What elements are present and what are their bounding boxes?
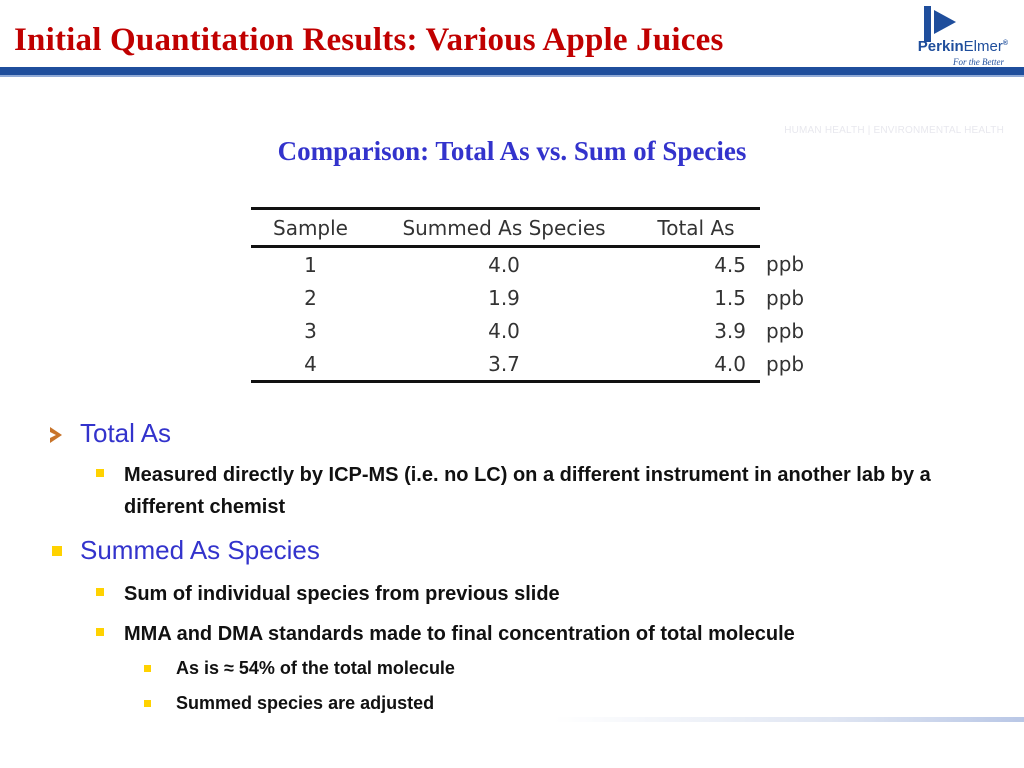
footer-accent-line: [554, 717, 1024, 722]
table-header-row: Sample Summed As Species Total As: [251, 207, 814, 248]
table-row: 3 4.0 3.9 ppb: [251, 314, 814, 347]
header-tagline: HUMAN HEALTH | ENVIRONMENTAL HEALTH: [784, 125, 1004, 136]
table-row: 4 3.7 4.0 ppb: [251, 347, 814, 383]
logo-wordmark: PerkinElmer®: [917, 38, 1008, 55]
cell-unit: ppb: [766, 285, 805, 310]
bullet-summed-detail-2: MMA and DMA standards made to final conc…: [50, 618, 954, 650]
bullet-summed-species: Summed As Species: [50, 535, 990, 566]
cell-unit: ppb: [766, 352, 805, 377]
square-bullet-icon: [144, 700, 151, 707]
square-bullet-icon: [96, 628, 104, 636]
square-bullet-icon: [96, 588, 104, 596]
cell-unit: ppb: [766, 251, 805, 276]
cell-summed: 3.7: [370, 347, 638, 383]
slide-title: Initial Quantitation Results: Various Ap…: [14, 22, 724, 58]
bullet-total-as: Total As: [50, 418, 990, 449]
title-divider-bar: [0, 67, 1024, 75]
perkinelmer-logo: PerkinElmer® For the Better: [896, 4, 1020, 68]
cell-unit: ppb: [766, 318, 805, 343]
bullet-summed-sub-1: As is ≈ 54% of the total molecule: [50, 658, 990, 679]
arrow-bullet-icon: [50, 427, 62, 443]
cell-summed: 4.0: [488, 252, 520, 277]
title-divider-shadow: [0, 75, 1024, 77]
square-bullet-icon: [144, 665, 151, 672]
cell-total: 3.9: [714, 318, 746, 343]
square-bullet-icon: [52, 546, 62, 556]
cell-sample: 1: [304, 252, 317, 277]
column-header-unit: [760, 209, 814, 247]
bullet-total-as-detail: Measured directly by ICP-MS (i.e. no LC)…: [50, 459, 954, 523]
column-header-sample: Sample: [251, 207, 370, 248]
bullet-text: As is ≈ 54% of the total molecule: [176, 658, 455, 678]
cell-sample: 4: [251, 347, 370, 383]
slide-subtitle: Comparison: Total As vs. Sum of Species: [277, 136, 747, 166]
bullet-label: Summed As Species: [80, 535, 320, 565]
cell-total: 4.0: [638, 347, 760, 383]
column-header-summed: Summed As Species: [370, 207, 638, 248]
cell-total: 4.5: [714, 252, 746, 277]
table-row: 2 1.9 1.5 ppb: [251, 281, 814, 314]
bullet-list: Total As Measured directly by ICP-MS (i.…: [50, 418, 990, 714]
logo-tagline: For the Better: [953, 57, 1004, 67]
bullet-summed-sub-2: Summed species are adjusted: [50, 693, 990, 714]
bullet-text: Summed species are adjusted: [176, 693, 435, 713]
square-bullet-icon: [96, 469, 104, 477]
bullet-text: MMA and DMA standards made to final conc…: [124, 623, 795, 645]
results-table: Sample Summed As Species Total As 1 4.0 …: [251, 207, 814, 383]
cell-sample: 3: [304, 318, 317, 343]
bullet-text: Sum of individual species from previous …: [124, 583, 560, 605]
cell-total: 1.5: [714, 285, 746, 310]
bullet-text: Measured directly by ICP-MS (i.e. no LC)…: [124, 464, 931, 518]
cell-summed: 4.0: [488, 318, 520, 343]
cell-sample: 2: [304, 285, 317, 310]
table-row: 1 4.0 4.5 ppb: [251, 247, 814, 282]
bullet-label: Total As: [80, 418, 172, 448]
perkinelmer-p-icon: [924, 6, 956, 42]
cell-summed: 1.9: [488, 285, 520, 310]
column-header-total: Total As: [638, 207, 760, 248]
bullet-summed-detail-1: Sum of individual species from previous …: [50, 578, 954, 610]
